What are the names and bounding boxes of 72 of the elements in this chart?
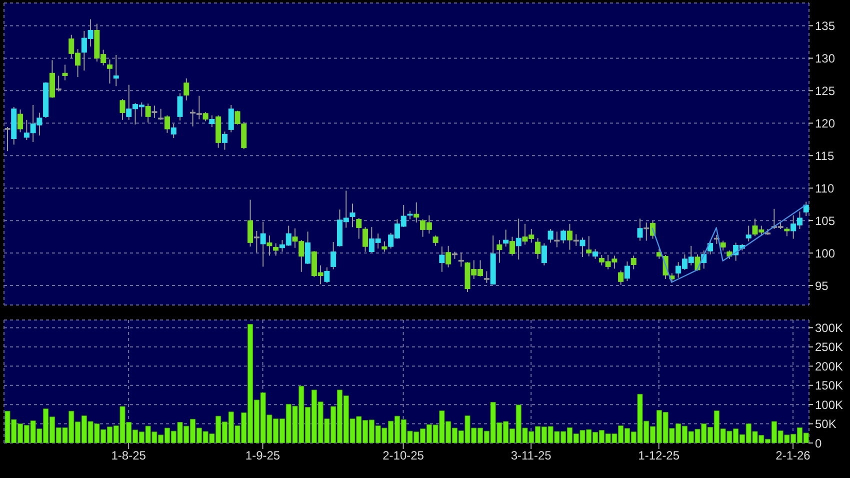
y-tick-label: 130 [815, 51, 836, 66]
candlestick [106, 59, 112, 84]
candlestick [618, 270, 624, 286]
candlestick [432, 235, 438, 246]
candlestick [458, 252, 464, 268]
candlestick [439, 246, 445, 272]
y-tick-label: 300K [815, 320, 844, 335]
candlestick [158, 108, 164, 120]
candlestick [273, 242, 279, 256]
x-tick-label: 1-9-25 [245, 448, 280, 463]
candlestick [509, 236, 515, 256]
candlestick [56, 75, 62, 92]
x-tick-label: 2-1-26 [776, 448, 811, 463]
candlestick [120, 98, 126, 120]
candlestick [624, 260, 630, 282]
candlestick [535, 238, 541, 260]
candlestick [784, 226, 790, 237]
candlestick [18, 109, 24, 133]
y-tick-label: 100K [815, 398, 844, 412]
candlestick [254, 230, 260, 253]
candlestick [720, 240, 726, 251]
candlestick [516, 218, 522, 260]
candlestick [350, 203, 356, 228]
y-tick-label: 0 [815, 436, 822, 450]
candlestick [113, 54, 119, 87]
candlestick [496, 240, 502, 264]
candlestick [177, 92, 183, 122]
y-tick-label: 125 [815, 84, 836, 98]
candlestick [586, 236, 592, 257]
candlestick [803, 201, 809, 217]
candlestick [548, 228, 554, 244]
y-tick-label: 150K [815, 378, 844, 393]
candlestick [184, 78, 190, 101]
candlestick [573, 234, 579, 246]
candlestick [382, 240, 388, 252]
candlestick [222, 131, 228, 150]
candlestick [362, 226, 368, 252]
candlestick [228, 104, 234, 133]
candlestick [644, 222, 650, 242]
x-tick-label: 2-10-25 [382, 448, 424, 463]
y-tick-label: 115 [815, 148, 834, 163]
y-tick-label: 135 [815, 18, 836, 33]
candlestick [554, 231, 560, 248]
y-tick-label: 50K [815, 417, 836, 432]
candlestick [152, 105, 158, 118]
candlestick [630, 255, 636, 270]
candlestick [708, 240, 714, 255]
y-tick-label: 250K [815, 340, 844, 354]
candlestick [209, 114, 215, 128]
candlestick [541, 242, 547, 266]
candlestick [324, 266, 330, 284]
y-tick-label: 95 [815, 278, 829, 293]
candlestick [746, 225, 752, 242]
y-tick-label: 110 [815, 181, 834, 196]
x-tick-label: 3-11-25 [510, 448, 552, 463]
candlestick [503, 229, 509, 248]
candlestick [414, 202, 420, 224]
candlestick [266, 235, 272, 256]
candlestick [484, 270, 490, 284]
y-tick-label: 100 [815, 246, 836, 260]
y-tick-label: 200K [815, 359, 844, 374]
y-tick-label: 120 [815, 116, 836, 130]
candlestick [4, 126, 10, 152]
candlestick [330, 242, 336, 270]
candlestick [62, 64, 68, 81]
candlestick [356, 217, 362, 240]
candlestick [592, 248, 598, 260]
x-tick-label: 1-12-25 [638, 448, 680, 463]
x-tick-label: 1-8-25 [111, 448, 146, 463]
candlestick [170, 123, 176, 139]
candlestick [305, 231, 311, 265]
y-tick-label: 105 [815, 214, 836, 228]
